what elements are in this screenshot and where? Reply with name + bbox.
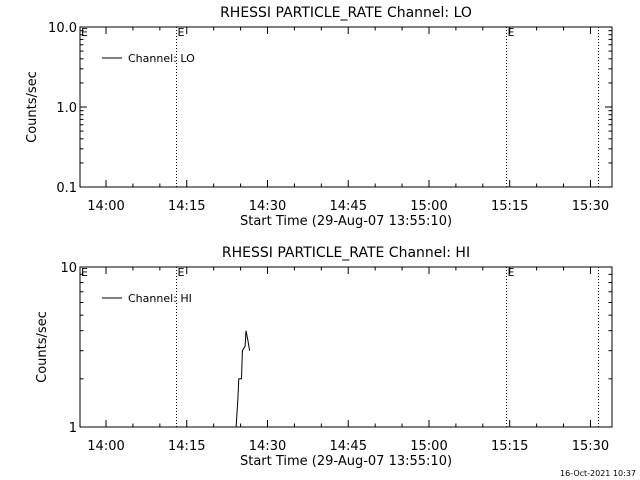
event-marker: E — [508, 26, 515, 39]
x-tick-label: 14:00 — [87, 439, 124, 454]
x-tick-label: 15:15 — [491, 199, 528, 214]
y-tick-label: 10 — [60, 261, 77, 276]
series-line — [235, 330, 251, 428]
event-marker: E — [178, 26, 185, 39]
y-axis-label: Counts/sec — [25, 71, 40, 143]
panel-title: RHESSI PARTICLE_RATE Channel: LO — [220, 5, 472, 21]
x-axis-label: Start Time (29-Aug-07 13:55:10) — [240, 214, 452, 229]
event-marker: E — [178, 266, 185, 279]
x-tick-label: 14:45 — [330, 199, 367, 214]
x-tick-label: 14:45 — [330, 439, 367, 454]
y-tick-label: 1 — [69, 421, 77, 436]
x-tick-label: 15:30 — [572, 199, 609, 214]
y-tick-label: 1.0 — [56, 101, 77, 116]
legend-entry: Channel: HI — [128, 292, 192, 305]
event-marker: E — [508, 266, 515, 279]
x-tick-label: 14:15 — [168, 199, 205, 214]
x-tick-label: 14:00 — [87, 199, 124, 214]
x-tick-label: 14:15 — [168, 439, 205, 454]
legend-entry: Channel: LO — [128, 52, 195, 65]
x-tick-label: 14:30 — [249, 199, 286, 214]
x-tick-label: 15:00 — [410, 439, 447, 454]
x-tick-label: 15:00 — [410, 199, 447, 214]
y-tick-label: 0.1 — [56, 181, 77, 196]
x-tick-label: 15:30 — [572, 439, 609, 454]
axes-frame — [79, 266, 613, 428]
y-tick-label: 10.0 — [48, 21, 77, 36]
event-marker: E — [81, 26, 88, 39]
x-tick-label: 14:30 — [249, 439, 286, 454]
axes-frame — [79, 26, 613, 188]
y-axis-label: Counts/sec — [35, 311, 50, 383]
panel-title: RHESSI PARTICLE_RATE Channel: HI — [222, 245, 470, 261]
event-marker: E — [81, 266, 88, 279]
footer-timestamp: 16-Oct-2021 10:37 — [560, 469, 636, 478]
x-tick-label: 15:15 — [491, 439, 528, 454]
x-axis-label: Start Time (29-Aug-07 13:55:10) — [240, 454, 452, 469]
